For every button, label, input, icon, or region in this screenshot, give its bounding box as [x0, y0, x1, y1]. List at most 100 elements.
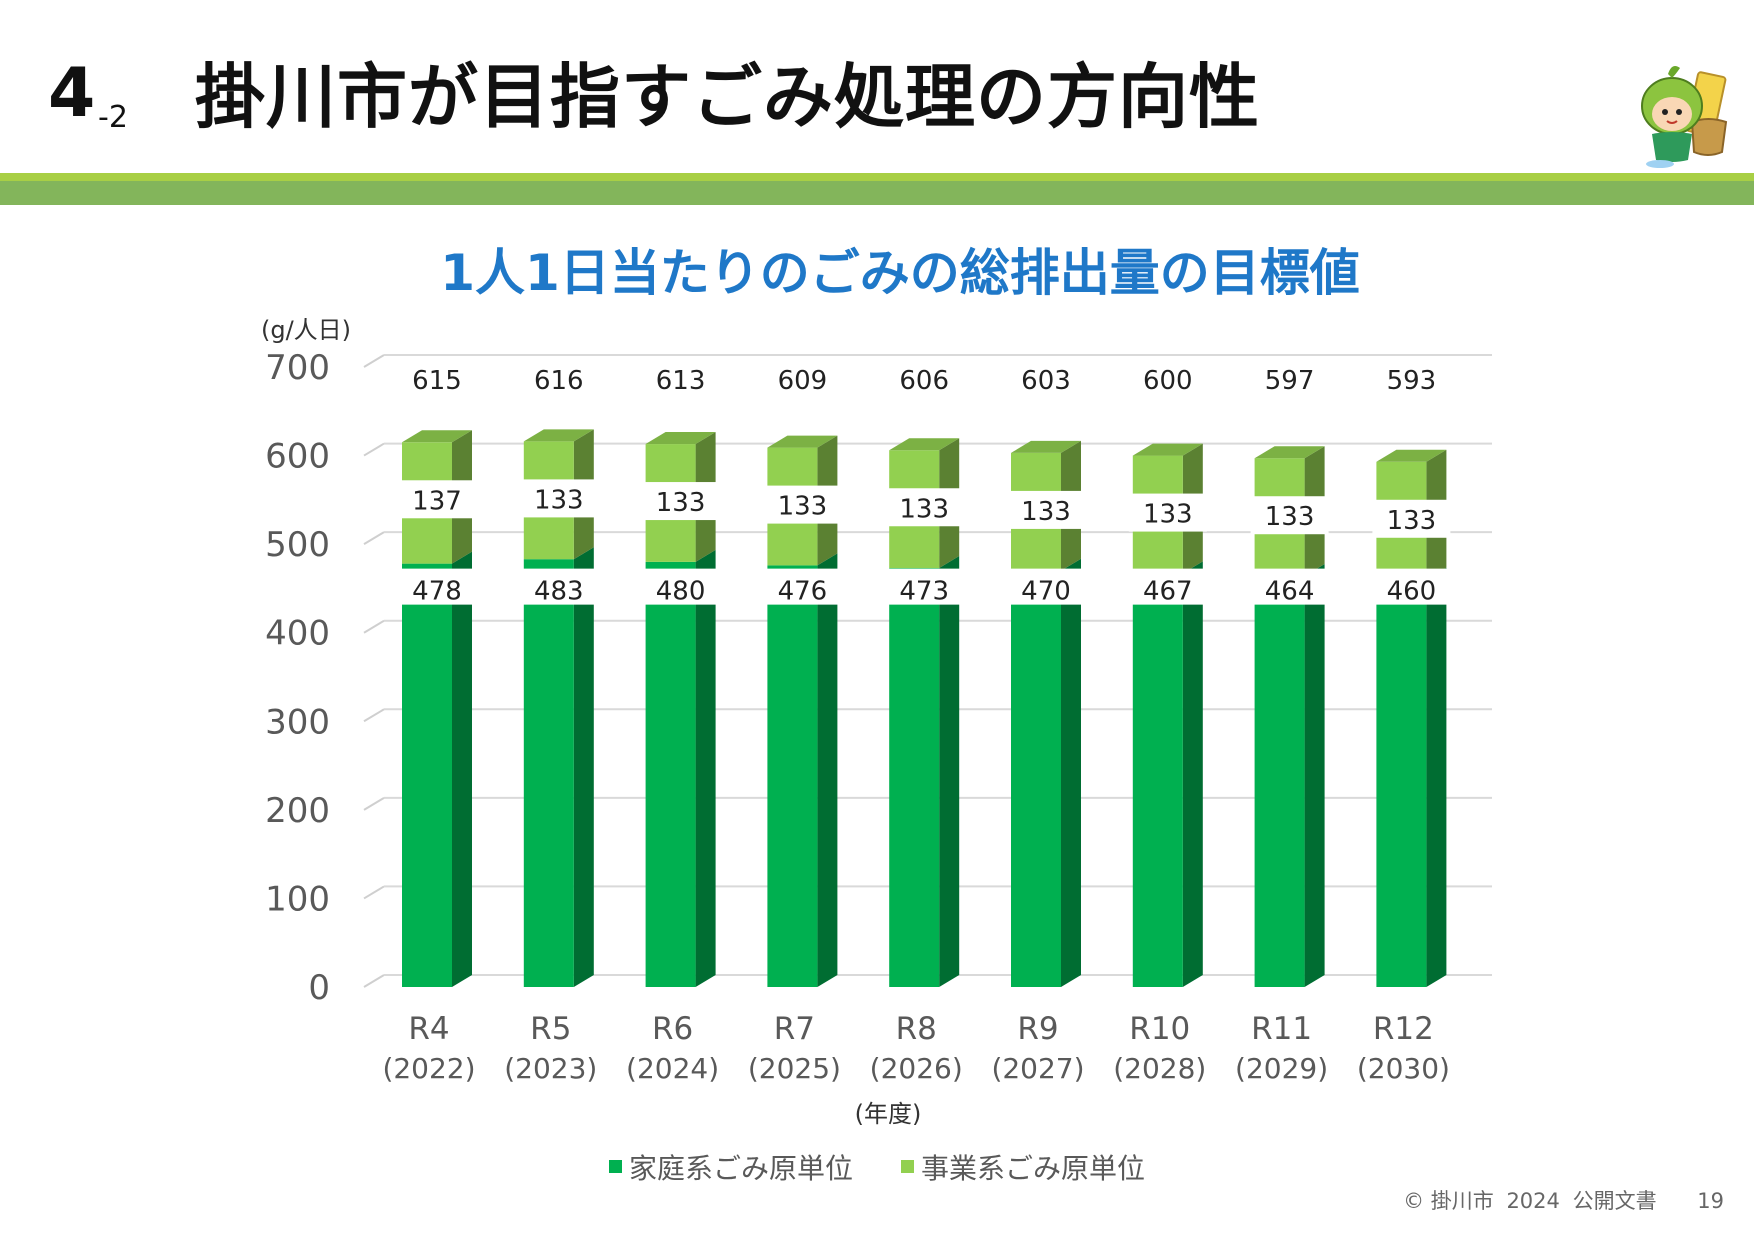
bar-top	[889, 438, 960, 451]
grid-line-diag	[363, 796, 385, 811]
y-axis-label: (g/人日)	[261, 316, 351, 344]
label-band	[519, 479, 598, 518]
y-tick-label: 400	[265, 614, 330, 654]
section-subnumber: -2	[98, 100, 128, 135]
label-band	[519, 568, 598, 605]
household-value-label: 483	[534, 577, 584, 607]
label-band	[641, 568, 720, 605]
bar-side-0	[939, 556, 960, 987]
x-tick-label-year: (2029)	[1235, 1052, 1328, 1085]
total-value-label: 613	[656, 366, 706, 396]
bar-side-0	[695, 549, 716, 987]
grid-line-diag	[363, 354, 385, 368]
bar-side-0	[1061, 558, 1081, 987]
chart-title: 1人1日当たりのごみの総排出量の目標値	[440, 244, 1360, 302]
footer-label: 公開文書	[1572, 1189, 1657, 1213]
household-value-label: 467	[1143, 577, 1193, 607]
x-tick-label: R7	[774, 1011, 815, 1047]
grid-line-diag	[363, 974, 385, 988]
x-tick-label-year: (2023)	[504, 1052, 597, 1085]
bar-segment-0	[402, 563, 452, 987]
household-value-label: 480	[656, 577, 706, 607]
business-value-label: 133	[899, 494, 949, 524]
bar-top	[1132, 443, 1203, 456]
grid-line-diag	[363, 442, 385, 457]
label-band	[1128, 568, 1207, 605]
bar-top	[402, 430, 472, 443]
label-band	[885, 488, 964, 527]
label-band	[398, 568, 476, 605]
label-band	[763, 568, 842, 605]
x-tick-label: R9	[1017, 1011, 1058, 1047]
mascot-icon	[1641, 66, 1728, 168]
legend-label: 家庭系ごみ原単位	[629, 1152, 853, 1185]
bar-top	[1376, 449, 1447, 462]
footer: © 掛川市 2024 公開文書 19	[1397, 1185, 1724, 1215]
label-band	[398, 480, 476, 519]
household-value-label: 478	[412, 577, 462, 607]
x-tick-label: R12	[1373, 1011, 1434, 1047]
x-tick-label-year: (2030)	[1357, 1052, 1450, 1085]
business-value-label: 133	[534, 485, 584, 515]
x-tick-label-year: (2027)	[991, 1052, 1084, 1085]
x-tick-label: R4	[408, 1011, 449, 1047]
bar-side-0	[1426, 567, 1447, 987]
business-value-label: 133	[1265, 502, 1315, 532]
bar-segment-0	[645, 561, 696, 987]
x-tick-label: R10	[1129, 1011, 1190, 1047]
total-value-label: 597	[1265, 366, 1315, 396]
label-band	[641, 482, 720, 521]
label-band	[1372, 499, 1451, 538]
bar-top	[645, 432, 716, 445]
label-band	[1007, 490, 1085, 529]
bar-segment-0	[1132, 573, 1183, 987]
business-value-label: 133	[1021, 497, 1071, 527]
bar-side-0	[1182, 561, 1203, 987]
bar-top	[767, 435, 838, 448]
y-tick-label: 600	[265, 437, 330, 477]
business-value-label: 137	[412, 486, 462, 516]
x-tick-label-year: (2026)	[870, 1052, 963, 1085]
header-band-dark	[0, 181, 1754, 205]
x-tick-label-year: (2028)	[1113, 1052, 1206, 1085]
business-value-label: 133	[778, 492, 828, 522]
total-value-label: 609	[778, 366, 828, 396]
legend-swatch	[609, 1160, 622, 1173]
bar-segment-0	[1254, 576, 1305, 987]
total-value-label: 616	[534, 366, 584, 396]
label-band	[1128, 493, 1207, 532]
total-value-label: 615	[412, 366, 462, 396]
slide-header: 4 -2 掛川市が目指すごみ処理の方向性	[0, 0, 1754, 175]
x-tick-label-year: (2024)	[626, 1052, 719, 1085]
label-band	[1250, 568, 1329, 605]
business-value-label: 133	[1387, 506, 1437, 536]
household-value-label: 460	[1387, 577, 1437, 607]
x-tick-label: R5	[530, 1011, 571, 1047]
x-tick-label-year: (2025)	[748, 1052, 841, 1085]
copyright-text: © 掛川市	[1403, 1189, 1494, 1213]
section-number: 4	[48, 54, 96, 133]
header-band-light	[0, 173, 1754, 181]
household-value-label: 470	[1021, 577, 1071, 607]
x-axis-label: (年度)	[855, 1100, 922, 1128]
slide-title: 掛川市が目指すごみ処理の方向性	[195, 56, 1260, 138]
bar-segment-0	[889, 568, 940, 987]
grid-line-diag	[363, 708, 385, 723]
y-tick-label: 700	[265, 348, 330, 388]
bar-side-0	[1304, 564, 1325, 987]
business-value-label: 133	[656, 488, 706, 518]
household-value-label: 473	[899, 577, 949, 607]
bar-top	[523, 429, 594, 442]
y-tick-label: 300	[265, 702, 330, 742]
x-tick-label: R8	[896, 1011, 937, 1047]
x-tick-label: R6	[652, 1011, 693, 1047]
bar-segment-0	[767, 565, 818, 987]
total-value-label: 593	[1387, 366, 1437, 396]
bar-segment-0	[1376, 579, 1427, 987]
footer-year: 2024	[1506, 1189, 1560, 1213]
bar-top	[1254, 446, 1325, 459]
label-band	[1250, 496, 1329, 535]
legend-label: 事業系ごみ原単位	[921, 1152, 1145, 1185]
x-tick-label-year: (2022)	[382, 1052, 475, 1085]
label-band	[1007, 568, 1085, 605]
